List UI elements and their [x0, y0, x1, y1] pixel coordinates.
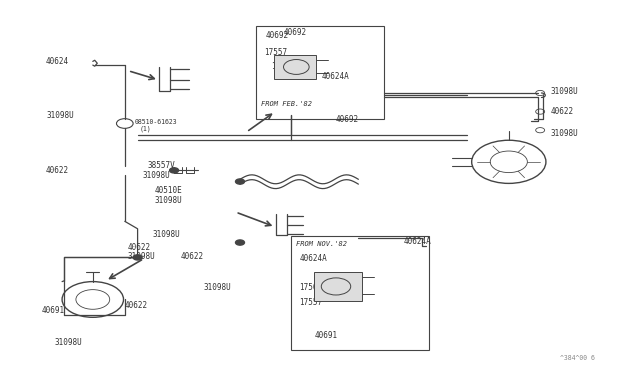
Bar — [274, 55, 316, 79]
Text: 40692: 40692 — [335, 115, 358, 124]
Text: 17562: 17562 — [271, 62, 294, 71]
Text: 40624A: 40624A — [322, 72, 349, 81]
Text: 40622: 40622 — [128, 243, 151, 252]
Bar — [291, 236, 429, 350]
Text: 31098U: 31098U — [204, 283, 231, 292]
Circle shape — [133, 255, 142, 260]
Text: 38557V: 38557V — [147, 161, 175, 170]
Text: 31098U: 31098U — [128, 252, 156, 261]
Text: 40622: 40622 — [180, 252, 204, 261]
Text: (1): (1) — [140, 125, 151, 132]
Text: ^384^00 6: ^384^00 6 — [560, 355, 595, 361]
Text: 40622: 40622 — [550, 107, 573, 116]
Circle shape — [236, 240, 244, 245]
Text: 40622: 40622 — [125, 301, 148, 310]
Bar — [256, 26, 384, 119]
Text: 17562: 17562 — [300, 283, 323, 292]
Text: 40624A: 40624A — [403, 237, 431, 246]
Text: 31098U: 31098U — [155, 196, 182, 205]
Text: 17557: 17557 — [264, 48, 287, 57]
Text: 40510E: 40510E — [155, 186, 182, 195]
Text: 40622: 40622 — [46, 166, 69, 175]
Text: 31098U: 31098U — [142, 171, 170, 180]
Text: 40691: 40691 — [315, 331, 338, 340]
Text: 40692: 40692 — [284, 28, 307, 37]
Circle shape — [236, 179, 244, 184]
Text: 40691: 40691 — [42, 306, 65, 315]
Text: 40624A: 40624A — [300, 254, 327, 263]
Text: 31098U: 31098U — [54, 338, 82, 347]
Text: FROM NOV.'82: FROM NOV.'82 — [296, 241, 347, 247]
Circle shape — [170, 168, 179, 173]
Bar — [314, 272, 362, 301]
Text: 40624: 40624 — [46, 57, 69, 66]
Text: 08510-61623: 08510-61623 — [134, 119, 177, 125]
Text: 40692: 40692 — [266, 31, 289, 40]
Text: 31098U: 31098U — [46, 111, 74, 120]
Text: FROM FEB.'82: FROM FEB.'82 — [261, 101, 312, 107]
Text: 31098U: 31098U — [152, 230, 180, 239]
Text: 31098U: 31098U — [550, 129, 578, 138]
Text: 17557: 17557 — [300, 298, 323, 307]
Text: 31098U: 31098U — [550, 87, 578, 96]
